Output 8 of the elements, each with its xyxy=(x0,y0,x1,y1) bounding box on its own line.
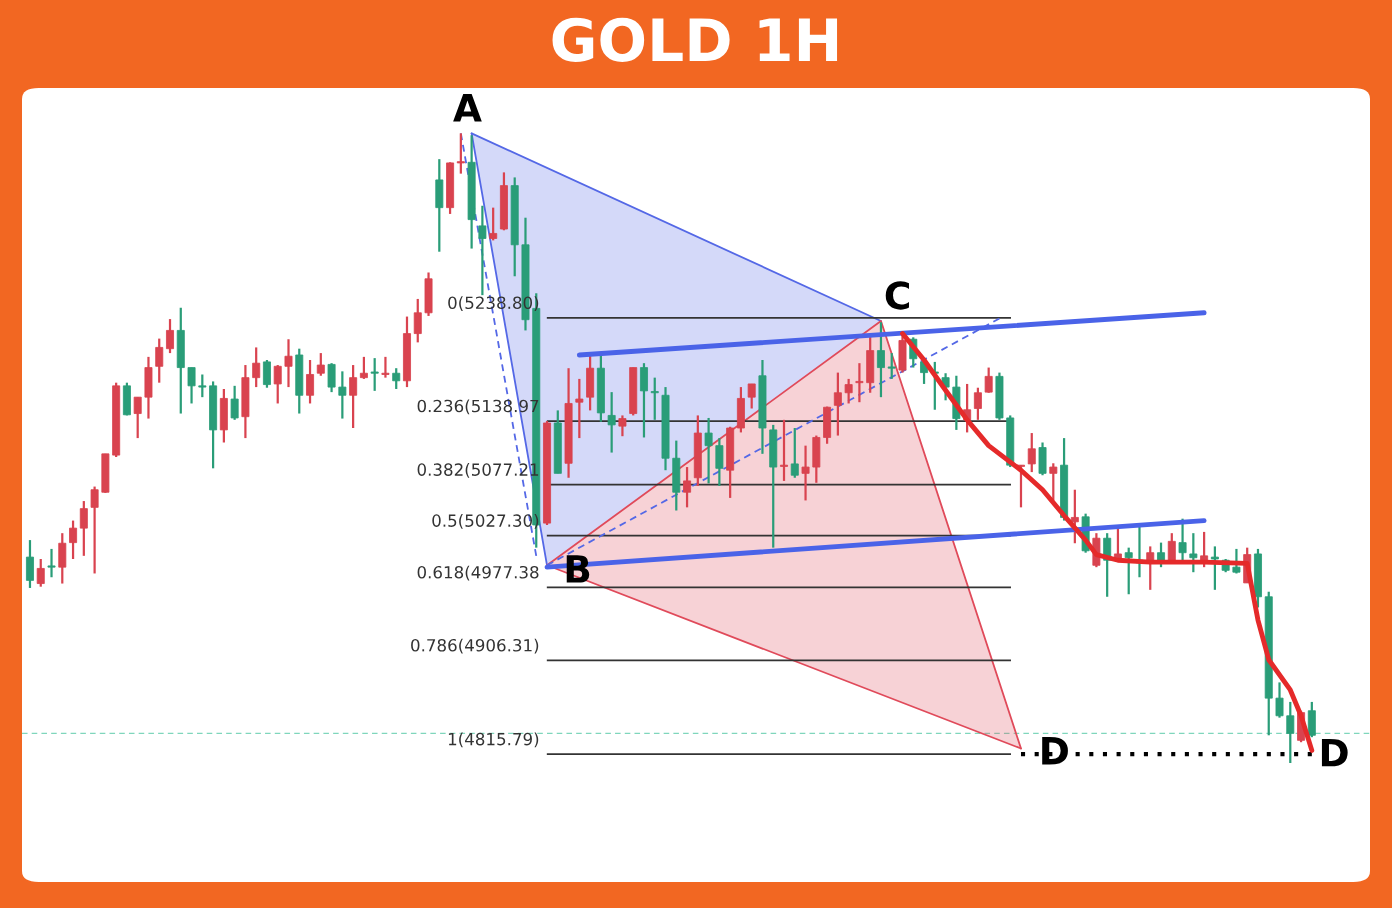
annotation: C xyxy=(885,281,909,310)
chart-title: GOLD 1H xyxy=(552,17,838,62)
text: A xyxy=(453,94,482,122)
text: D xyxy=(1321,738,1348,767)
annotation: 0.618(4977.38 xyxy=(417,565,539,581)
annotation: D xyxy=(1042,737,1068,765)
annotation: 1(4815.79) xyxy=(448,732,539,748)
annotation: 0.786(4906.31) xyxy=(411,638,539,654)
